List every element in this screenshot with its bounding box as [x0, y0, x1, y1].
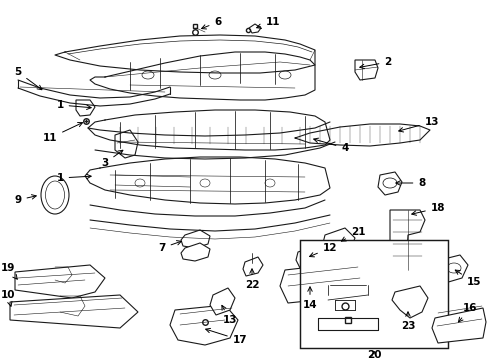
- Polygon shape: [15, 265, 105, 298]
- Text: 21: 21: [341, 227, 365, 241]
- Polygon shape: [248, 24, 261, 33]
- Bar: [299, 240, 447, 348]
- Text: 7: 7: [158, 240, 181, 253]
- Polygon shape: [431, 308, 485, 343]
- Text: 8: 8: [395, 178, 425, 188]
- Text: 17: 17: [205, 328, 247, 345]
- Polygon shape: [377, 172, 401, 195]
- Text: 1: 1: [56, 100, 91, 110]
- Polygon shape: [437, 255, 467, 283]
- Polygon shape: [321, 228, 354, 255]
- Text: 10: 10: [1, 290, 15, 306]
- Polygon shape: [389, 210, 424, 270]
- Polygon shape: [76, 100, 95, 116]
- Text: 16: 16: [458, 303, 476, 322]
- Text: 23: 23: [400, 312, 414, 331]
- Text: 5: 5: [14, 67, 42, 90]
- Polygon shape: [391, 286, 427, 318]
- Polygon shape: [115, 130, 138, 158]
- Text: 3: 3: [101, 150, 122, 168]
- Polygon shape: [181, 230, 209, 248]
- Text: 12: 12: [309, 243, 337, 257]
- Polygon shape: [181, 243, 209, 261]
- Text: 9: 9: [15, 195, 36, 205]
- Polygon shape: [209, 288, 235, 315]
- Text: 13: 13: [398, 117, 438, 132]
- Text: 11: 11: [256, 17, 280, 28]
- Polygon shape: [10, 295, 138, 328]
- Text: 13: 13: [222, 305, 237, 325]
- Text: 18: 18: [411, 203, 445, 215]
- Polygon shape: [170, 305, 238, 345]
- Text: 20: 20: [366, 350, 381, 360]
- Polygon shape: [295, 248, 314, 268]
- Text: 22: 22: [244, 269, 259, 290]
- Text: 6: 6: [201, 17, 221, 29]
- Polygon shape: [354, 60, 377, 80]
- Text: 19: 19: [1, 263, 17, 279]
- Text: 4: 4: [313, 138, 348, 153]
- Text: 15: 15: [454, 270, 480, 287]
- Text: 1: 1: [56, 173, 91, 183]
- Polygon shape: [243, 257, 263, 276]
- Polygon shape: [280, 262, 367, 303]
- Text: 2: 2: [359, 57, 391, 69]
- Text: 14: 14: [302, 287, 317, 310]
- Text: 11: 11: [42, 122, 82, 143]
